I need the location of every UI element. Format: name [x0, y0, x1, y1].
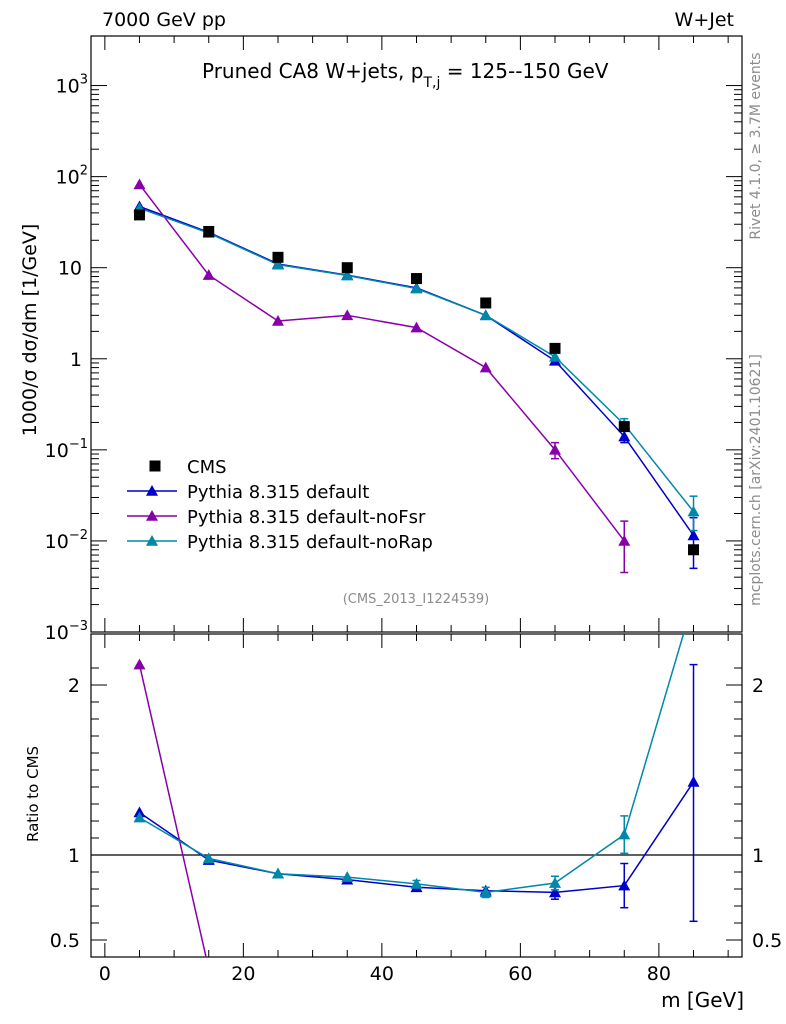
- main-panel-series: [133, 178, 700, 574]
- y-tick-label: 10: [58, 258, 82, 280]
- ratio-point-pythia-8-315-default-norap: [688, 594, 700, 605]
- point-pythia-8-315-default-nofsr: [549, 443, 562, 455]
- point-pythia-8-315-default-norap: [479, 309, 492, 321]
- ratio-tick-label: 0.5: [50, 930, 80, 952]
- point-pythia-8-315-default-nofsr: [341, 309, 354, 321]
- legend-label-cms: CMS: [187, 457, 227, 478]
- legend-marker-pythia-8-315-default-nofsr: [146, 510, 158, 521]
- ratio-tick-label-right: 1: [752, 845, 764, 867]
- ratio-point-pythia-8-315-default: [618, 879, 631, 891]
- chart-title-sub: T,j: [422, 75, 440, 91]
- point-pythia-8-315-default-nofsr: [479, 361, 492, 373]
- header-right: W+Jet: [675, 9, 734, 31]
- point-pythia-8-315-default-norap: [341, 269, 354, 281]
- ratio-tick-label: 2: [68, 675, 80, 697]
- legend-label-pythia-8-315-default: Pythia 8.315 default: [187, 482, 369, 503]
- data-point-cms: [133, 209, 145, 221]
- ratio-line-pythia-8-315-default-nofsr: [138, 664, 207, 957]
- chart-title-main: Pruned CA8 W+jets, p: [202, 59, 423, 83]
- point-pythia-8-315-default-nofsr: [133, 178, 146, 190]
- ratio-frame: [90, 633, 743, 958]
- point-pythia-8-315-default-norap: [549, 350, 562, 362]
- mcplots-label: mcplots.cern.ch [arXiv:2401.10621]: [748, 354, 764, 606]
- ratio-point-pythia-8-315-default-norap: [479, 886, 492, 898]
- chart-title-tail: = 125--150 GeV: [440, 59, 608, 83]
- ratio-y-axis-label: Ratio to CMS: [24, 746, 42, 842]
- point-pythia-8-315-default: [618, 430, 631, 442]
- ratio-tick-label-right: 0.5: [752, 930, 782, 952]
- legend: CMS Pythia 8.315 default Pythia 8.315 defa…: [127, 457, 433, 553]
- point-pythia-8-315-default-norap: [687, 505, 700, 517]
- data-point-cms: [618, 421, 630, 433]
- x-tick-label: 0: [99, 963, 111, 985]
- ratio-point-pythia-8-315-default: [687, 775, 700, 787]
- point-pythia-8-315-default-nofsr: [410, 321, 423, 333]
- ratio-tick-label-right: 2: [752, 675, 764, 697]
- x-tick-label: 40: [370, 963, 394, 985]
- legend-label-pythia-8-315-default-norap: Pythia 8.315 default-noRap: [187, 532, 433, 553]
- chart-title: Pruned CA8 W+jets, pT,j = 125--150 GeV: [202, 59, 609, 91]
- ratio-tick-label: 1: [68, 845, 80, 867]
- point-pythia-8-315-default: [687, 529, 700, 541]
- ratio-point-pythia-8-315-default-norap: [341, 871, 354, 882]
- point-pythia-8-315-default-norap: [271, 258, 284, 270]
- ratio-point-pythia-8-315-default-nofsr: [203, 963, 215, 974]
- line-pythia-8-315-default-nofsr: [138, 184, 625, 542]
- y-axis-label: 1000/σ dσ/dm [1/GeV]: [19, 224, 41, 437]
- ratio-point-pythia-8-315-default-norap: [410, 877, 423, 889]
- data-point-cms: [341, 262, 353, 274]
- legend-marker-pythia-8-315-default-norap: [146, 535, 158, 546]
- legend-marker-pythia-8-315-default: [146, 485, 158, 496]
- point-pythia-8-315-default-norap: [410, 282, 423, 294]
- legend-label-pythia-8-315-default-nofsr: Pythia 8.315 default-noFsr: [187, 507, 426, 528]
- ratio-point-pythia-8-315-default-norap: [618, 828, 631, 840]
- ratio-point-pythia-8-315-default: [549, 886, 562, 898]
- series-group: [133, 178, 700, 974]
- ratio-point-pythia-8-315-default-norap: [202, 852, 215, 864]
- analysis-watermark: (CMS_2013_I1224539): [343, 592, 490, 607]
- y-tick-label: 103: [56, 73, 88, 98]
- y-tick-label: 1: [70, 349, 82, 371]
- ratio-point-pythia-8-315-default-norap: [549, 877, 562, 888]
- data-point-cms: [411, 273, 422, 285]
- data-point-cms: [272, 251, 284, 263]
- y-tick-label: 10−3: [45, 619, 88, 644]
- rivet-label: Rivet 4.1.0, ≥ 3.7M events: [748, 52, 764, 239]
- y-tick-label: 10−1: [45, 437, 88, 462]
- x-tick-label: 60: [508, 963, 532, 985]
- point-pythia-8-315-default-nofsr: [202, 269, 215, 280]
- legend-marker-cms: [149, 460, 161, 472]
- data-point-cms: [549, 342, 561, 354]
- point-pythia-8-315-default-nofsr: [618, 534, 631, 546]
- x-tick-label: 80: [647, 963, 671, 985]
- ratio-point-pythia-8-315-default-norap: [271, 867, 284, 879]
- y-tick-label: 102: [56, 164, 88, 189]
- ratio-point-pythia-8-315-default-nofsr: [133, 658, 146, 670]
- header-left: 7000 GeV pp: [102, 9, 226, 31]
- x-tick-label: 20: [231, 963, 255, 985]
- ratio-panel-series: [133, 594, 700, 974]
- x-axis-label: m [GeV]: [661, 988, 744, 1012]
- ratio-line-pythia-8-315-default-norap: [139, 634, 685, 894]
- point-pythia-8-315-default-nofsr: [271, 314, 284, 326]
- ratio-point-pythia-8-315-default-norap: [133, 811, 146, 823]
- data-point-cms: [480, 297, 492, 309]
- ratio-line-pythia-8-315-default: [139, 781, 695, 894]
- data-point-cms: [203, 225, 215, 237]
- data-point-cms: [688, 544, 700, 556]
- y-tick-label: 10−2: [45, 528, 88, 553]
